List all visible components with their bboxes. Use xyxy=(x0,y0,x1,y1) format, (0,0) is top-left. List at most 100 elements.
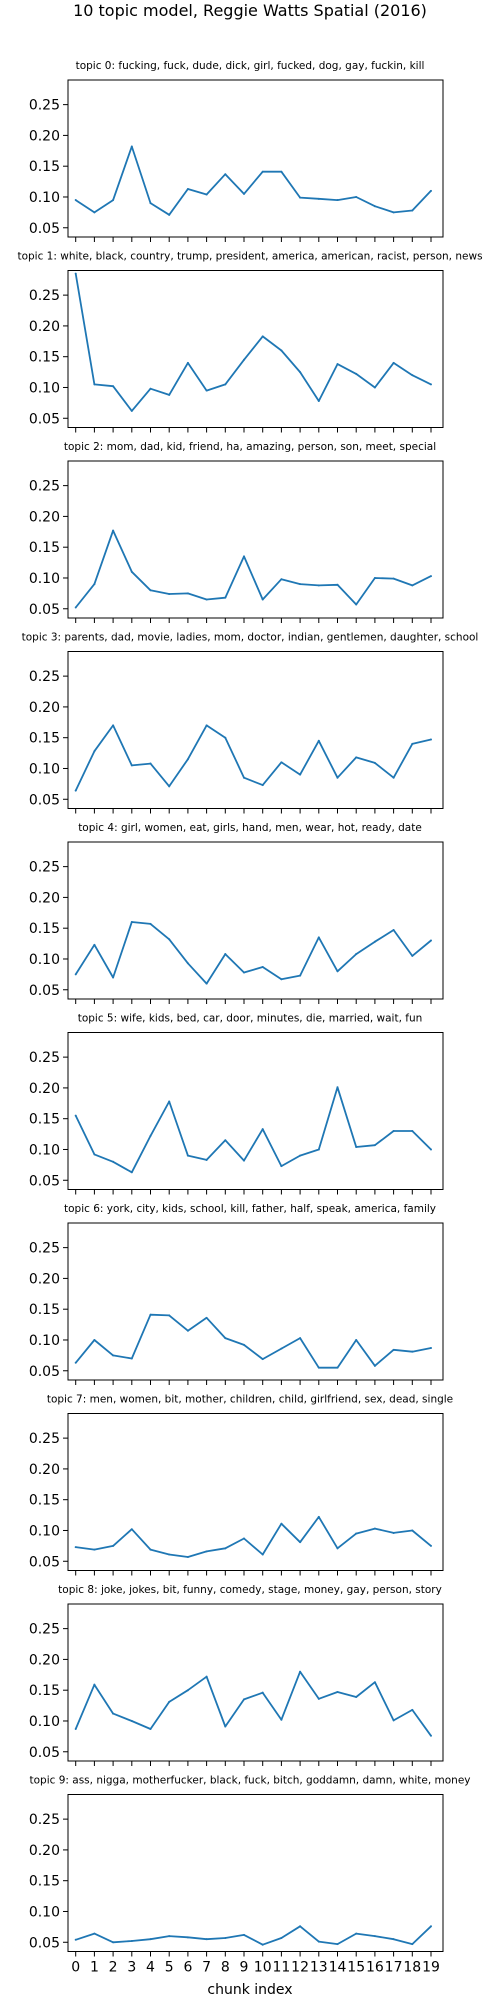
panel-title: topic 1: white, black, country, trump, p… xyxy=(17,251,482,263)
data-point xyxy=(131,1357,133,1359)
y-tick-label: 0.20 xyxy=(29,700,60,716)
data-point xyxy=(262,171,264,173)
data-point xyxy=(187,1155,189,1157)
data-point xyxy=(206,1317,208,1319)
panel-title: topic 0: fucking, fuck, dude, dick, girl… xyxy=(76,60,425,72)
data-point xyxy=(411,743,413,745)
data-point xyxy=(187,592,189,594)
data-point xyxy=(206,983,208,985)
data-point xyxy=(355,373,357,375)
series-line xyxy=(76,274,431,411)
data-point xyxy=(224,597,226,599)
x-tick-label: 18 xyxy=(403,1960,421,1976)
data-point xyxy=(168,593,170,595)
data-point xyxy=(187,1330,189,1332)
data-point xyxy=(243,1160,245,1162)
y-tick-label: 0.10 xyxy=(29,1523,60,1539)
y-tick-label: 0.25 xyxy=(29,1241,60,1257)
data-point xyxy=(150,763,152,765)
data-point xyxy=(393,929,395,931)
data-point xyxy=(93,1933,95,1935)
data-point xyxy=(318,198,320,200)
data-point xyxy=(112,1941,114,1943)
data-point xyxy=(430,1735,432,1737)
topic-panel-0: topic 0: fucking, fuck, dude, dick, girl… xyxy=(29,60,443,242)
data-point xyxy=(318,1941,320,1943)
data-point xyxy=(243,1344,245,1346)
data-point xyxy=(150,202,152,204)
data-point xyxy=(168,1701,170,1703)
data-point xyxy=(374,1144,376,1146)
data-point xyxy=(112,976,114,978)
data-point xyxy=(430,575,432,577)
data-point xyxy=(411,955,413,957)
data-point xyxy=(262,784,264,786)
data-point xyxy=(318,936,320,938)
data-point xyxy=(93,1153,95,1155)
data-point xyxy=(262,1553,264,1555)
data-point xyxy=(430,1347,432,1349)
data-point xyxy=(75,790,77,792)
data-point xyxy=(393,211,395,213)
data-point xyxy=(355,1933,357,1935)
y-tick-label: 0.20 xyxy=(29,128,60,144)
data-point xyxy=(112,1161,114,1163)
data-point xyxy=(168,1100,170,1102)
y-tick-label: 0.20 xyxy=(29,1843,60,1859)
data-point xyxy=(299,1541,301,1543)
data-point xyxy=(280,1523,282,1525)
data-point xyxy=(430,1925,432,1927)
y-tick-label: 0.10 xyxy=(29,1333,60,1349)
data-point xyxy=(299,1671,301,1673)
data-point xyxy=(93,1684,95,1686)
data-point xyxy=(262,1358,264,1360)
panel-title: topic 9: ass, nigga, motherfucker, black… xyxy=(29,1775,470,1787)
x-tick-label: 1 xyxy=(90,1960,99,1976)
data-point xyxy=(131,145,133,147)
plot-frame xyxy=(68,461,443,618)
x-tick-label: 14 xyxy=(329,1960,347,1976)
data-point xyxy=(355,1533,357,1535)
y-tick-label: 0.25 xyxy=(29,669,60,685)
data-point xyxy=(318,584,320,586)
plot-frame xyxy=(68,1604,443,1761)
data-point xyxy=(430,1545,432,1547)
data-point xyxy=(262,1944,264,1946)
data-point xyxy=(318,1698,320,1700)
data-point xyxy=(75,973,77,975)
data-point xyxy=(430,739,432,741)
data-point xyxy=(243,1537,245,1539)
data-point xyxy=(262,599,264,601)
data-point xyxy=(280,1719,282,1721)
data-point xyxy=(393,362,395,364)
data-point xyxy=(168,1314,170,1316)
x-tick-label: 8 xyxy=(221,1960,230,1976)
data-point xyxy=(243,359,245,361)
y-tick-label: 0.15 xyxy=(29,1302,60,1318)
data-point xyxy=(131,921,133,923)
panel-title: topic 8: joke, jokes, bit, funny, comedy… xyxy=(58,1584,442,1596)
panels: topic 0: fucking, fuck, dude, dick, girl… xyxy=(17,60,482,1976)
topic-panel-6: topic 6: york, city, kids, school, kill,… xyxy=(29,1203,443,1385)
data-point xyxy=(374,1681,376,1683)
data-point xyxy=(318,1367,320,1369)
data-point xyxy=(243,193,245,195)
plot-frame xyxy=(68,1795,443,1952)
data-point xyxy=(299,1925,301,1927)
data-point xyxy=(280,978,282,980)
y-tick-label: 0.20 xyxy=(29,890,60,906)
data-point xyxy=(206,194,208,196)
data-point xyxy=(318,1148,320,1150)
data-point xyxy=(150,1314,152,1316)
y-tick-label: 0.20 xyxy=(29,1462,60,1478)
y-tick-label: 0.15 xyxy=(29,1493,60,1509)
data-point xyxy=(75,607,77,609)
data-point xyxy=(411,1943,413,1945)
data-point xyxy=(337,1086,339,1088)
y-tick-label: 0.10 xyxy=(29,190,60,206)
data-point xyxy=(187,1556,189,1558)
data-point xyxy=(262,966,264,968)
data-point xyxy=(393,1719,395,1721)
data-point xyxy=(262,1128,264,1130)
